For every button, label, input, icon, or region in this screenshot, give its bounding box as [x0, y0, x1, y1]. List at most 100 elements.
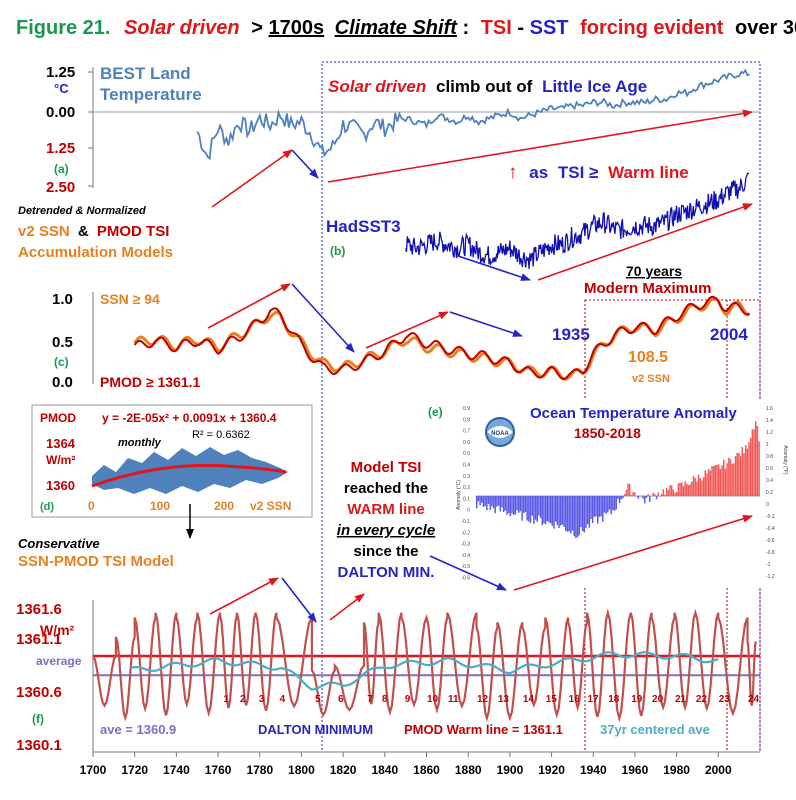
- tsi-cond: TSI ≥: [558, 163, 599, 182]
- anomaly-bar: [744, 445, 747, 496]
- hadsst3-series: [405, 172, 750, 270]
- anomaly-bar: [529, 496, 532, 524]
- cycle-number: 19: [631, 694, 643, 705]
- panel-f-letter: (f): [32, 712, 44, 726]
- panel-a-unit: °C: [54, 81, 69, 96]
- cycle-number: 2: [240, 694, 246, 705]
- v2ssn-accum-series: [133, 296, 750, 381]
- panel-a-tick-3: 1.25: [46, 140, 75, 157]
- anomaly-bar: [613, 496, 616, 511]
- anomaly-bar: [607, 496, 609, 513]
- panel-f: Conservative SSN-PMOD TSI Model 1361.6 W…: [16, 536, 760, 777]
- panel-e-title: Ocean Temperature Anomaly: [530, 405, 737, 422]
- panel-c-tick-3: 0.0: [52, 374, 73, 391]
- panel-e-left-axis-label: Anomaly (°C): [456, 480, 462, 510]
- title-gt: >: [251, 17, 263, 39]
- panel-f-average-label: average: [36, 654, 82, 668]
- panel-c-tick-2: 0.5: [52, 334, 73, 351]
- x-tick-label: 1980: [663, 763, 690, 777]
- blue-arrow-b-1: [457, 255, 531, 281]
- anomaly-bar: [548, 496, 550, 523]
- panel-e-left-ticks: 0.9 0.8 0.7 0.6 0.5 0.4 0.3 0.2 0.1 0 -0.1 -0.2 -0.3…: [461, 406, 470, 582]
- blue-arrow-f-1: [281, 577, 317, 623]
- modern-maximum: Modern Maximum: [584, 280, 712, 297]
- anomaly-bar: [749, 437, 752, 496]
- red-arrow-a-1: [211, 149, 293, 208]
- anomaly-bar: [686, 483, 688, 496]
- anomaly-bar: [721, 465, 723, 496]
- panel-d-equation: y = -2E-05x² + 0.0091x + 1360.4: [102, 411, 277, 425]
- cycle-number: 21: [675, 694, 687, 705]
- blue-arrow-a-1: [291, 149, 319, 179]
- anomaly-bar: [526, 496, 528, 521]
- panel-e-left-tick: 0.2: [463, 485, 470, 491]
- panel-b: HadSST3 (b): [326, 172, 750, 270]
- label-2004: 2004: [710, 325, 748, 344]
- anomaly-bar: [657, 492, 659, 496]
- panel-e-right-tick: -1: [766, 562, 771, 568]
- anomaly-bar: [479, 496, 481, 506]
- tsi-warm-text: ↑ as TSI ≥ Warm line: [508, 162, 689, 183]
- anomaly-bar: [576, 496, 579, 538]
- climb-lia: Little Ice Age: [542, 77, 647, 96]
- anomaly-bar: [697, 474, 700, 496]
- panel-c-heading-1: v2 SSN & PMOD TSI: [18, 223, 169, 240]
- anomaly-bar: [602, 496, 604, 522]
- panel-e-right-tick: -0.2: [766, 514, 775, 520]
- tsi-model-series: [92, 608, 757, 723]
- anomaly-bar: [644, 496, 646, 504]
- title-sst: SST: [530, 17, 569, 39]
- panel-e-years: 1850-2018: [574, 425, 641, 441]
- anomaly-bar: [506, 496, 508, 515]
- anomaly-bar: [504, 496, 507, 511]
- panel-e-right-tick: 0: [766, 502, 769, 508]
- cycle-number: 20: [652, 694, 664, 705]
- panel-e-right-tick: -1.2: [766, 574, 775, 580]
- mid-model-tsi: Model TSI: [351, 459, 422, 476]
- panel-e-left-tick: -0.5: [461, 564, 470, 570]
- anomaly-bar: [553, 496, 555, 529]
- panel-d-xtick-1: 0: [88, 499, 95, 513]
- blue-arrow-e-1: [429, 555, 507, 591]
- anomaly-bar: [706, 473, 708, 496]
- x-tick-label: 1780: [246, 763, 273, 777]
- anomaly-bar: [546, 496, 549, 522]
- heading-pmodtsi: PMOD TSI: [97, 223, 170, 240]
- anomaly-bar: [519, 496, 522, 512]
- anomaly-bar: [746, 448, 749, 496]
- red-arrow-c-2: [365, 311, 449, 349]
- panel-f-ave-text: ave = 1360.9: [100, 722, 176, 737]
- panel-c: Detrended & Normalized v2 SSN & PMOD TSI…: [18, 205, 751, 391]
- anomaly-bar: [586, 496, 589, 525]
- anomaly-bar: [575, 496, 577, 539]
- blue-arrow-c-2: [449, 311, 523, 337]
- anomaly-bar: [524, 496, 527, 512]
- x-tick-label: 1900: [497, 763, 524, 777]
- anomaly-bar: [687, 485, 690, 496]
- mid-reached: reached the: [344, 480, 428, 497]
- panel-e-left-tick: 0.5: [463, 451, 470, 457]
- anomaly-bar: [660, 494, 663, 496]
- seventy-years: 70 years: [626, 263, 682, 279]
- anomaly-bar: [600, 496, 602, 517]
- anomaly-bar: [628, 484, 631, 496]
- anomaly-bar: [477, 496, 480, 502]
- anomaly-bar: [665, 488, 668, 496]
- anomaly-bar: [514, 496, 517, 515]
- x-tick-label: 1940: [580, 763, 607, 777]
- anomaly-bar: [655, 496, 658, 500]
- anomaly-bar: [704, 470, 707, 496]
- panel-e-left-tick: -0.4: [461, 553, 470, 559]
- anomaly-bar: [734, 456, 737, 496]
- panel-e-right-tick: 1.2: [766, 430, 773, 436]
- anomaly-bar: [580, 496, 582, 527]
- anomaly-bar: [738, 452, 740, 496]
- anomaly-bar: [696, 481, 698, 496]
- panel-a-letter: (a): [54, 162, 69, 176]
- panel-a-title-1: BEST Land: [100, 64, 191, 83]
- anomaly-bar: [642, 496, 644, 499]
- red-arrow-c-1: [207, 283, 291, 329]
- anomaly-bar: [536, 496, 538, 522]
- anomaly-bar: [711, 466, 713, 496]
- anomaly-bar: [729, 459, 732, 496]
